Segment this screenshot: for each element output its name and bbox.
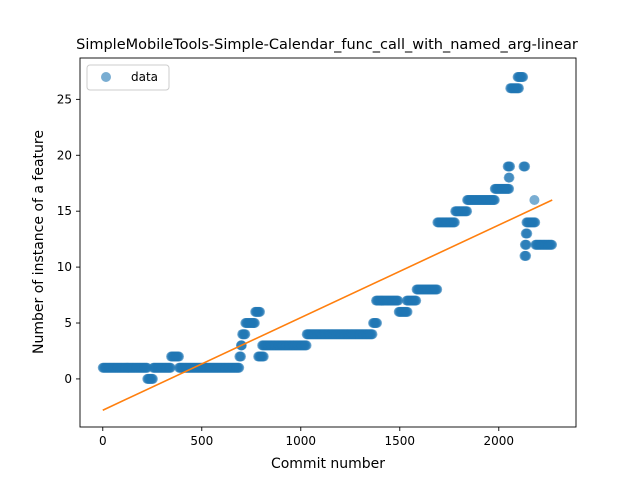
data-point-389 [393, 295, 404, 306]
x-tick-label-4: 2000 [484, 434, 515, 448]
data-point-535 [504, 183, 515, 194]
data-point-175 [234, 362, 245, 373]
y-tick-label-2: 10 [57, 260, 72, 274]
data-point-213 [258, 351, 269, 362]
y-tick-label-4: 20 [57, 148, 72, 162]
fit-line-layer [102, 199, 553, 411]
data-point-480 [462, 206, 473, 217]
data-point-567 [521, 250, 532, 261]
x-tick-label-0: 0 [99, 434, 107, 448]
data-point-401 [402, 306, 413, 317]
linear-fit-line [102, 199, 553, 411]
data-point-270 [301, 340, 312, 351]
y-tick-label-0: 0 [64, 372, 72, 386]
data-point-553 [513, 83, 524, 94]
plot-frame [79, 57, 577, 428]
data-point-573 [522, 228, 533, 239]
data-point-178 [235, 351, 246, 362]
x-tick-label-1: 500 [190, 434, 213, 448]
chart-title: SimpleMobileTools-Simple-Calendar_func_c… [76, 37, 578, 53]
x-tick-label-3: 1500 [385, 434, 416, 448]
data-point-87 [165, 362, 176, 373]
data-point-414 [411, 295, 422, 306]
legend: data [86, 64, 170, 91]
legend-box [86, 64, 170, 91]
data-point-441 [432, 284, 443, 295]
data-point-360 [372, 318, 383, 329]
data-layer [97, 72, 558, 384]
y-tick-label-1: 5 [64, 316, 72, 330]
y-tick-label-5: 25 [57, 92, 72, 106]
data-point-541 [504, 172, 515, 183]
data-point-561 [518, 72, 529, 83]
data-point-205 [254, 306, 265, 317]
data-point-64 [147, 373, 158, 384]
data-point-98 [174, 351, 184, 362]
data-point-607 [547, 239, 558, 250]
data-point-564 [520, 161, 531, 172]
data-point-464 [449, 217, 460, 228]
y-axis-title: Number of instance of a feature [31, 130, 47, 354]
x-tick-label-2: 1000 [286, 434, 317, 448]
x-axis-title: Commit number [271, 456, 385, 472]
data-point-585 [530, 217, 541, 228]
data-point-354 [367, 329, 378, 340]
y-axis: 0 5 10 15 20 25 [57, 92, 80, 386]
y-tick-label-3: 15 [57, 204, 72, 218]
data-point-570 [521, 239, 532, 250]
data-point-198 [249, 318, 260, 329]
data-point-539 [505, 161, 516, 172]
legend-label-data: data [131, 70, 158, 84]
legend-marker-data [101, 72, 111, 82]
x-axis: 0 500 1000 1500 2000 [99, 427, 514, 448]
data-point-516 [489, 195, 500, 206]
data-point-609 [529, 195, 540, 206]
data-point-185 [240, 329, 251, 340]
